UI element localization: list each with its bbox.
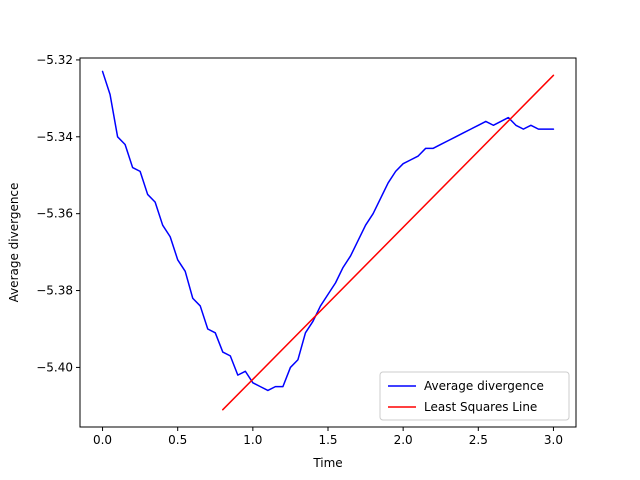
x-tick-label: 1.0 xyxy=(243,433,262,447)
y-tick-label: −5.34 xyxy=(36,130,73,144)
x-tick-label: 3.0 xyxy=(544,433,563,447)
y-tick-label: −5.36 xyxy=(36,207,73,221)
x-tick-label: 0.0 xyxy=(93,433,112,447)
x-tick-label: 2.0 xyxy=(394,433,413,447)
x-tick-label: 1.5 xyxy=(318,433,337,447)
legend-label-1: Least Squares Line xyxy=(424,400,537,414)
legend-box xyxy=(379,371,570,421)
x-tick-label: 2.5 xyxy=(469,433,488,447)
series-layer xyxy=(101,70,555,411)
y-tick-label: −5.40 xyxy=(36,360,73,374)
y-axis: −5.40 −5.38 −5.36 −5.34 −5.32 xyxy=(36,53,80,374)
x-tick-label: 0.5 xyxy=(168,433,187,447)
series-line-0 xyxy=(101,70,555,392)
y-tick-label: −5.38 xyxy=(36,284,73,298)
x-axis-label: Time xyxy=(312,456,342,470)
y-tick-label: −5.32 xyxy=(36,53,73,67)
legend: Average divergence Least Squares Line xyxy=(379,371,570,421)
legend-label-0: Average divergence xyxy=(424,379,544,393)
series-line-1 xyxy=(222,74,555,411)
y-axis-label: Average divergence xyxy=(7,183,21,303)
x-axis: 0.0 0.5 1.0 1.5 2.0 2.5 3.0 xyxy=(93,427,563,447)
